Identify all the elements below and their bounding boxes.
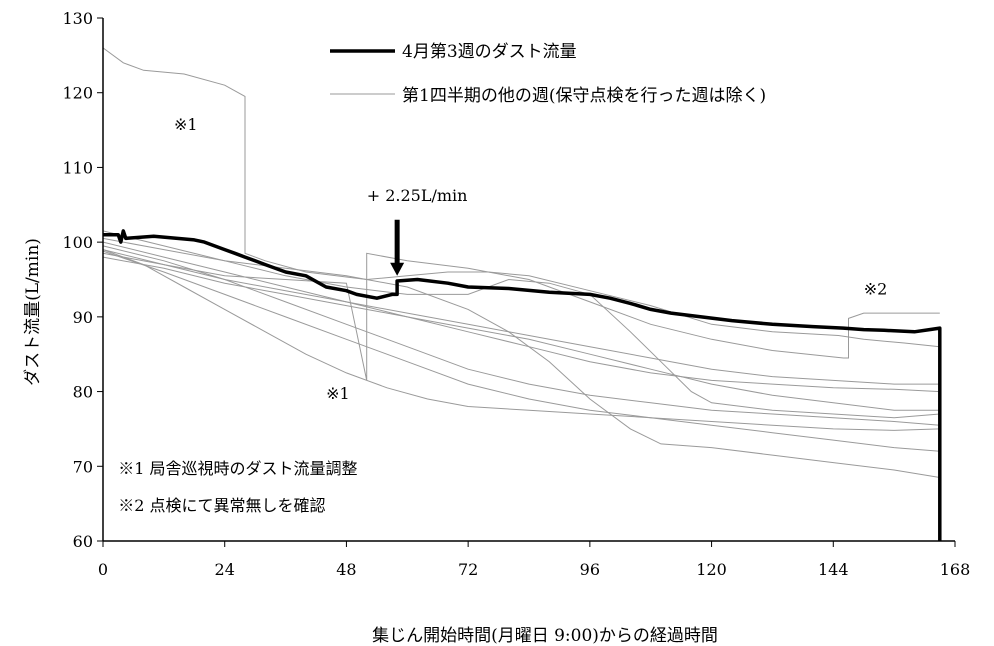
series-line-other-week-10 [102, 256, 940, 411]
x-axis-title: 集じん開始時間(月曜日 9:00)からの経過時間 [372, 626, 718, 646]
x-tick-label: 24 [215, 560, 235, 579]
y-tick-label: 90 [73, 308, 93, 327]
series-line-other-week-9 [102, 249, 940, 385]
x-tick-label: 72 [458, 560, 478, 579]
axes: 60 70 80 90 100 110 120 130 0 24 48 72 96 120 144 168 [62, 9, 970, 579]
x-tick-label: 48 [336, 560, 356, 579]
y-tick-label: 110 [62, 158, 93, 177]
annotations: ※1 ※1 ※2 + 2.25L/min ※1 局舎巡視時のダスト流量調整 ※2 点検にて… [118, 115, 887, 515]
legend: 4月第3週のダスト流量 第1四半期の他の週(保守点検を行った週は除く) [330, 42, 766, 106]
x-tick-label: 120 [696, 560, 727, 579]
series-line-other-week-2 [102, 249, 940, 431]
annotation-3: + 2.25L/min [367, 186, 468, 205]
series-line-other-week-3 [102, 252, 940, 381]
x-tick-label: 168 [940, 560, 971, 579]
y-tick-label: 70 [73, 457, 93, 476]
series-line-other-week-8 [102, 230, 940, 419]
y-tick-label: 60 [73, 532, 93, 551]
legend-label-week3: 4月第3週のダスト流量 [402, 42, 577, 62]
annotation-4: ※1 局舎巡視時のダスト流量調整 [118, 459, 357, 478]
annotation-2: ※2 [864, 279, 888, 298]
x-tick-label: 144 [818, 560, 849, 579]
arrow-head [390, 262, 405, 276]
series-line-other-week-7 [102, 237, 940, 478]
y-axis-title: ダスト流量(L/min) [23, 238, 43, 386]
x-tick-label: 0 [98, 560, 108, 579]
series-line-other-week-4 [102, 241, 940, 393]
x-tick-label: 96 [580, 560, 600, 579]
y-tick-label: 130 [62, 9, 93, 28]
annotation-0: ※1 [174, 115, 198, 134]
y-tick-label: 100 [62, 233, 93, 252]
annotation-1: ※1 [326, 384, 350, 403]
legend-label-other-weeks: 第1四半期の他の週(保守点検を行った週は除く) [402, 86, 766, 106]
series-line-other-week-1 [102, 47, 940, 348]
y-tick-label: 120 [62, 84, 93, 103]
plot-lines [102, 47, 942, 541]
annotation-5: ※2 点検にて異常無しを確認 [118, 496, 325, 515]
series-line-april-week3 [103, 229, 942, 541]
series-line-other-week-6 [102, 250, 940, 452]
y-tick-label: 80 [73, 383, 93, 402]
